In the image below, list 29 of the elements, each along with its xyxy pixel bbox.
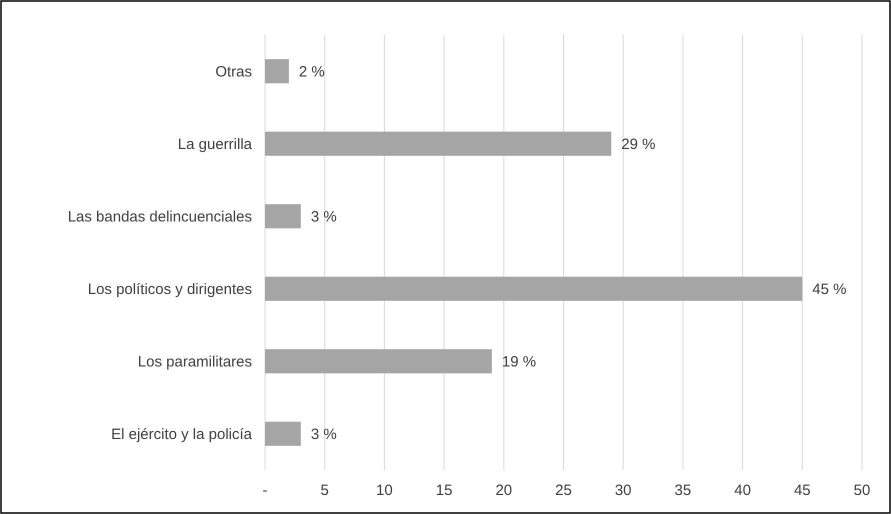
x-tick-label: 20 — [495, 482, 512, 499]
x-tick-label: 25 — [555, 482, 572, 499]
data-label: 2 % — [298, 63, 325, 80]
x-tick-label: - — [262, 482, 268, 499]
x-tick-label: 45 — [794, 482, 811, 499]
data-label: 3 % — [310, 426, 337, 444]
y-tick-label: El ejército y la policía — [111, 426, 253, 444]
bar — [265, 422, 301, 446]
x-tick-label: 5 — [320, 482, 329, 499]
x-tick-label: 40 — [734, 482, 751, 499]
bar — [265, 59, 289, 84]
bar — [265, 132, 612, 156]
data-label: 45 % — [812, 281, 847, 298]
data-label: 29 % — [621, 136, 656, 153]
x-tick-label: 50 — [854, 482, 870, 499]
y-tick-label: Los paramilitares — [138, 354, 252, 371]
bar — [265, 349, 492, 374]
y-tick-label: La guerrilla — [178, 136, 253, 153]
bar — [265, 276, 802, 301]
x-tick-label: 30 — [614, 482, 632, 499]
y-tick-label: Otras — [215, 63, 252, 80]
data-label: 19 % — [502, 354, 536, 371]
data-label: 3 % — [310, 208, 337, 226]
bar — [265, 204, 301, 228]
x-tick-label: 15 — [436, 482, 452, 499]
x-tick-label: 10 — [376, 482, 393, 499]
y-tick-label: Los políticos y dirigentes — [88, 281, 252, 298]
x-tick-label: 35 — [674, 482, 692, 499]
y-tick-label: Las bandas delincuenciales — [68, 208, 252, 226]
